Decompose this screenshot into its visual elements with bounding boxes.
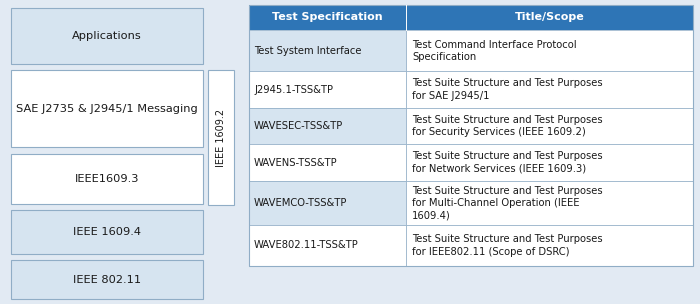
Bar <box>406 225 693 266</box>
Text: IEEE 802.11: IEEE 802.11 <box>73 275 141 285</box>
Bar <box>10 210 203 254</box>
Bar <box>10 154 203 204</box>
Text: WAVESEC-TSS&TP: WAVESEC-TSS&TP <box>254 121 344 131</box>
Bar <box>248 5 693 30</box>
Text: Test Suite Structure and Test Purposes
for Security Services (IEEE 1609.2): Test Suite Structure and Test Purposes f… <box>412 115 603 137</box>
Bar <box>248 71 406 108</box>
Bar <box>406 71 693 108</box>
Bar <box>248 30 406 71</box>
Text: Test Suite Structure and Test Purposes
for SAE J2945/1: Test Suite Structure and Test Purposes f… <box>412 78 603 101</box>
Text: Applications: Applications <box>72 31 141 41</box>
Text: Test Command Interface Protocol
Specification: Test Command Interface Protocol Specific… <box>412 40 577 62</box>
Text: IEEE 1609.4: IEEE 1609.4 <box>73 227 141 237</box>
Bar <box>248 181 406 225</box>
Text: Title/Scope: Title/Scope <box>514 12 584 22</box>
Bar <box>406 108 693 144</box>
Text: Test Specification: Test Specification <box>272 12 383 22</box>
Bar <box>406 181 693 225</box>
Bar <box>248 225 406 266</box>
Text: Test Suite Structure and Test Purposes
for IEEE802.11 (Scope of DSRC): Test Suite Structure and Test Purposes f… <box>412 234 603 257</box>
Text: WAVEMCO-TSS&TP: WAVEMCO-TSS&TP <box>254 198 347 208</box>
Bar <box>248 144 406 181</box>
Text: Test Suite Structure and Test Purposes
for Network Services (IEEE 1609.3): Test Suite Structure and Test Purposes f… <box>412 151 603 174</box>
Bar <box>248 108 406 144</box>
Text: WAVENS-TSS&TP: WAVENS-TSS&TP <box>254 158 337 168</box>
Bar <box>406 144 693 181</box>
Text: WAVE802.11-TSS&TP: WAVE802.11-TSS&TP <box>254 240 359 250</box>
Bar <box>10 70 203 147</box>
Bar <box>10 8 203 64</box>
Text: IEEE1609.3: IEEE1609.3 <box>74 174 139 184</box>
Text: J2945.1-TSS&TP: J2945.1-TSS&TP <box>254 85 333 95</box>
Text: IEEE 1609.2: IEEE 1609.2 <box>216 109 226 167</box>
Bar <box>208 70 234 205</box>
Bar <box>406 30 693 71</box>
Text: Test Suite Structure and Test Purposes
for Multi-Channel Operation (IEEE
1609.4): Test Suite Structure and Test Purposes f… <box>412 185 603 220</box>
Bar <box>248 5 693 266</box>
Text: Test System Interface: Test System Interface <box>254 46 362 56</box>
Text: SAE J2735 & J2945/1 Messaging: SAE J2735 & J2945/1 Messaging <box>16 104 197 114</box>
Bar <box>10 260 203 299</box>
